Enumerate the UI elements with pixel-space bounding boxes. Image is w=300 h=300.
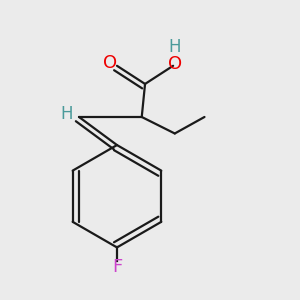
Text: F: F <box>112 258 122 276</box>
Text: O: O <box>103 54 117 72</box>
Text: H: H <box>169 38 181 56</box>
Text: O: O <box>168 55 182 73</box>
Text: H: H <box>60 105 73 123</box>
